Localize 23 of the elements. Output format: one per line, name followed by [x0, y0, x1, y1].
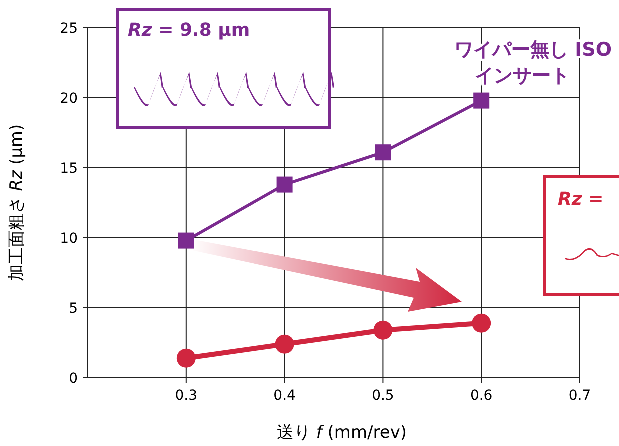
x-axis-title: 送り f (mm/rev): [276, 423, 408, 443]
point: [472, 314, 492, 333]
x-tick-label: 0.7: [568, 388, 592, 404]
point: [375, 144, 392, 161]
point: [276, 176, 293, 193]
y-tick-label: 10: [60, 231, 78, 247]
y-tick-label: 0: [69, 371, 78, 387]
y-axis-title: 加工面粗さ Rz (µm): [7, 124, 27, 282]
x-tick-label: 0.4: [274, 388, 296, 404]
point: [474, 92, 490, 109]
y-tick-label: 25: [60, 21, 78, 37]
x-tick-label: 0.6: [470, 388, 493, 404]
x-tick-label: 0.5: [372, 388, 394, 404]
y-tick-label: 5: [69, 301, 78, 317]
y-tick-label: 20: [60, 91, 78, 107]
y-tick-label: 15: [60, 161, 78, 177]
point: [178, 232, 194, 249]
point: [374, 320, 393, 340]
point: [176, 348, 196, 368]
x-tick-label: 0.3: [175, 388, 198, 404]
annotation: Rz =: [558, 189, 604, 210]
annotation: Rz = 9.8 µm: [128, 20, 250, 41]
point: [275, 334, 294, 354]
